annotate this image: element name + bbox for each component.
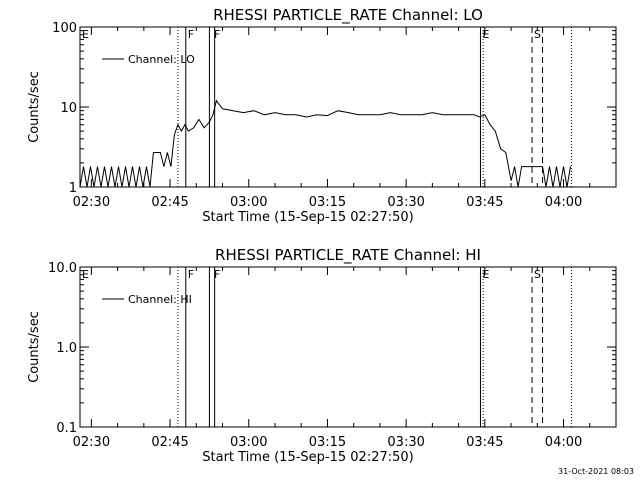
y-tick-label: 10.0 xyxy=(48,261,77,276)
x-tick-label: 04:00 xyxy=(545,435,582,450)
x-axis-label: Start Time (15-Sep-15 02:27:50) xyxy=(202,450,413,465)
event-marker-label: F xyxy=(188,28,194,41)
chart-panel-1: RHESSI PARTICLE_RATE Channel: HI Start Ti… xyxy=(27,246,617,465)
event-marker-label: E xyxy=(82,28,89,41)
chart-title: RHESSI PARTICLE_RATE Channel: HI xyxy=(215,246,481,265)
x-tick-label: 02:30 xyxy=(73,435,110,450)
x-axis-label: Start Time (15-Sep-15 02:27:50) xyxy=(202,210,413,225)
x-tick-label: 02:45 xyxy=(151,435,188,450)
y-tick-label: 1 xyxy=(69,181,77,196)
chart-panel-0: RHESSI PARTICLE_RATE Channel: LO Start Ti… xyxy=(27,6,617,225)
series-line-0 xyxy=(79,99,571,188)
event-marker-label: S xyxy=(534,28,541,41)
y-tick-label: 1.0 xyxy=(56,341,77,356)
y-axis-label: Counts/sec xyxy=(27,71,42,143)
x-tick-label: 02:45 xyxy=(151,195,188,210)
event-marker-label: F xyxy=(214,28,220,41)
chart-title: RHESSI PARTICLE_RATE Channel: LO xyxy=(213,6,483,25)
x-tick-label: 02:30 xyxy=(73,195,110,210)
y-axis-label: Counts/sec xyxy=(27,311,42,383)
x-tick-label: 03:30 xyxy=(387,195,424,210)
x-tick-label: 03:45 xyxy=(466,435,503,450)
x-tick-label: 03:00 xyxy=(230,435,267,450)
y-tick-label: 100 xyxy=(52,21,77,36)
event-marker-label: F xyxy=(214,268,220,281)
y-tick-label: 10 xyxy=(60,101,77,116)
event-marker-label: E xyxy=(482,28,489,41)
x-tick-label: 04:00 xyxy=(545,195,582,210)
legend-label: Channel: HI xyxy=(128,293,192,306)
x-tick-label: 03:15 xyxy=(309,195,346,210)
legend-label: Channel: LO xyxy=(128,53,195,66)
x-tick-label: 03:00 xyxy=(230,195,267,210)
event-marker-label: F xyxy=(188,268,194,281)
event-marker-label: S xyxy=(534,268,541,281)
event-marker-label: E xyxy=(482,268,489,281)
plot-timestamp: 31-Oct-2021 08:03 xyxy=(558,467,634,476)
plot-frame xyxy=(79,266,617,428)
x-tick-label: 03:30 xyxy=(387,435,424,450)
plot-frame xyxy=(79,26,617,188)
x-tick-label: 03:45 xyxy=(466,195,503,210)
x-tick-label: 03:15 xyxy=(309,435,346,450)
event-marker-label: E xyxy=(82,268,89,281)
y-tick-label: 0.1 xyxy=(56,421,77,436)
